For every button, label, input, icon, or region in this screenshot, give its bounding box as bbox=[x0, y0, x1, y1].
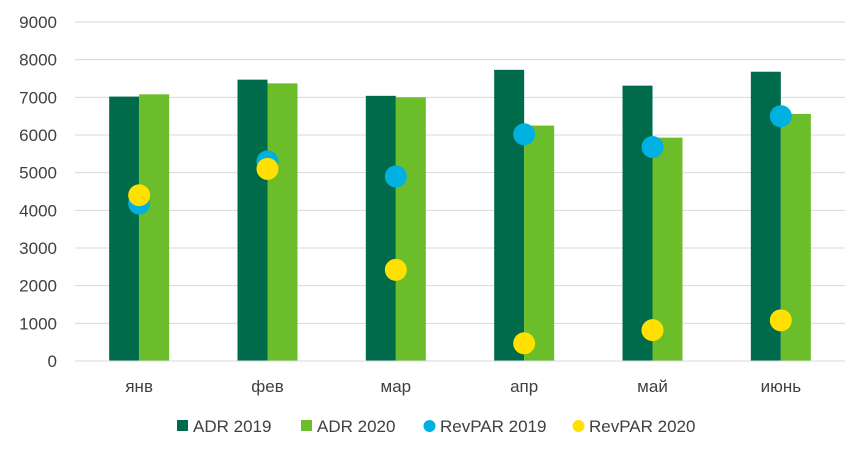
legend-label: ADR 2020 bbox=[317, 417, 395, 436]
y-tick-label: 1000 bbox=[19, 314, 57, 333]
y-tick-label: 8000 bbox=[19, 51, 57, 70]
legend: ADR 2019 ADR 2020 RevPAR 2019 RevPAR 2020 bbox=[177, 417, 695, 436]
bar-adr-2019 bbox=[622, 85, 653, 361]
legend-marker bbox=[177, 420, 188, 431]
point-revpar-2020 bbox=[128, 184, 151, 207]
y-tick-label: 9000 bbox=[19, 13, 57, 32]
bar-adr-2019 bbox=[109, 96, 140, 361]
legend-label: RevPAR 2020 bbox=[589, 417, 695, 436]
y-tick-label: 0 bbox=[48, 352, 57, 371]
x-tick-label: апр bbox=[510, 377, 538, 396]
point-revpar-2019 bbox=[384, 165, 407, 188]
legend-marker bbox=[301, 420, 312, 431]
bar-adr-2020 bbox=[139, 94, 170, 361]
point-revpar-2020 bbox=[384, 258, 407, 281]
point-revpar-2020 bbox=[513, 332, 536, 355]
x-axis: янв фев мар апр май июнь bbox=[75, 360, 845, 396]
bar-adr-2019 bbox=[494, 69, 525, 361]
y-tick-label: 6000 bbox=[19, 126, 57, 145]
y-tick-label: 2000 bbox=[19, 277, 57, 296]
bar-adr-2020 bbox=[524, 125, 555, 361]
legend-marker bbox=[572, 420, 585, 432]
bars bbox=[109, 69, 811, 362]
bar-adr-2019 bbox=[237, 79, 268, 361]
bar-adr-2019 bbox=[365, 95, 396, 362]
point-revpar-2019 bbox=[769, 105, 792, 128]
legend-label: ADR 2019 bbox=[193, 417, 271, 436]
x-tick-label: мар bbox=[381, 377, 412, 396]
y-tick-label: 5000 bbox=[19, 164, 57, 183]
y-tick-label: 3000 bbox=[19, 239, 57, 258]
legend-label: RevPAR 2019 bbox=[440, 417, 546, 436]
point-revpar-2019 bbox=[641, 136, 664, 159]
x-tick-label: янв bbox=[125, 377, 153, 396]
x-tick-label: июнь bbox=[761, 377, 802, 396]
x-tick-label: фев bbox=[251, 377, 283, 396]
point-revpar-2020 bbox=[256, 157, 279, 180]
points bbox=[128, 105, 792, 355]
point-revpar-2020 bbox=[769, 309, 792, 332]
bar-adr-2020 bbox=[267, 83, 298, 361]
bar-adr-2020 bbox=[395, 97, 426, 361]
y-axis: 0 1000 2000 3000 4000 5000 6000 7000 8000 9000 bbox=[19, 13, 57, 371]
y-tick-label: 7000 bbox=[19, 88, 57, 107]
x-tick-label: май bbox=[637, 377, 668, 396]
point-revpar-2019 bbox=[513, 123, 536, 146]
legend-marker bbox=[423, 420, 436, 432]
point-revpar-2020 bbox=[641, 319, 664, 342]
gridlines bbox=[75, 21, 845, 362]
y-tick-label: 4000 bbox=[19, 201, 57, 220]
